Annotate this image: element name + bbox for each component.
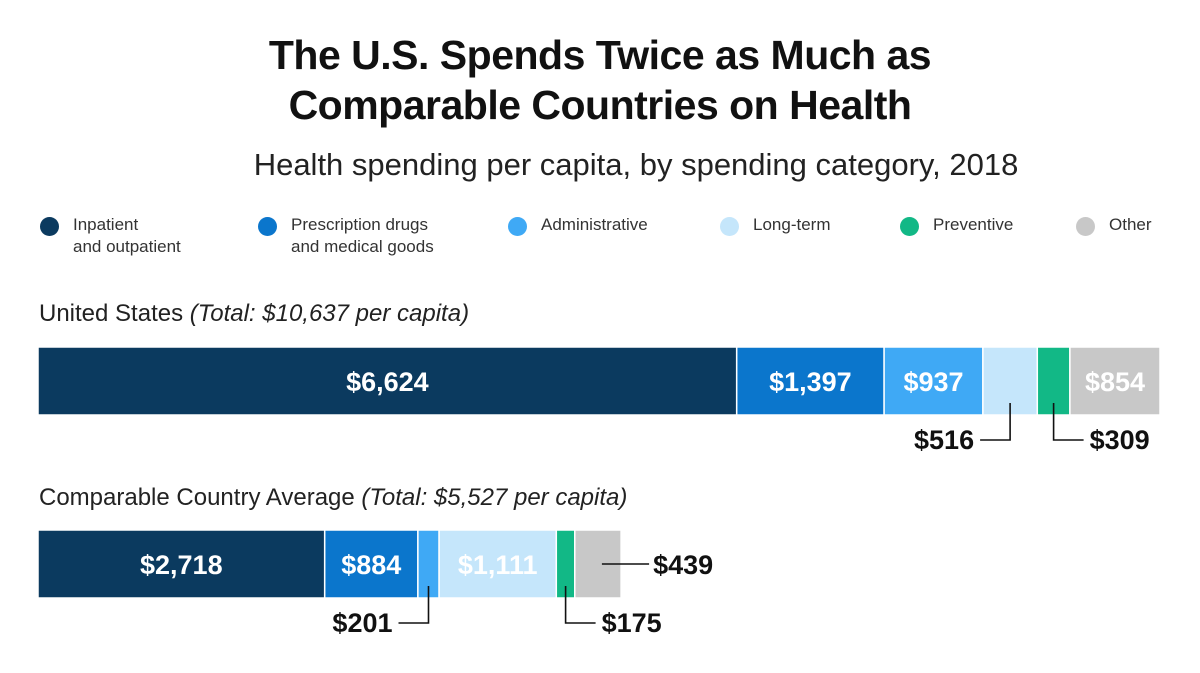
legend-item-long-term: Long-term [720,214,830,236]
legend-label: Prescription drugs and medical goods [291,215,434,256]
legend-label: Administrative [541,215,648,234]
bar-value-label: $6,624 [346,367,429,397]
row-label-us: United States (Total: $10,637 per capita… [39,300,469,328]
bar-value-label: $2,718 [140,550,223,580]
legend-item-administrative: Administrative [508,214,648,236]
legend-label: Inpatient and outpatient [73,215,181,256]
row-label-country: Comparable Country Average [39,484,355,511]
chart-title: The U.S. Spends Twice as Much as Compara… [0,30,1200,130]
legend-label: Long-term [753,215,831,234]
legend-label: Other [1109,215,1152,234]
callout-value-label: $309 [1090,425,1150,455]
legend-item-preventive: Preventive [900,214,1013,236]
chart-title-line1: The U.S. Spends Twice as Much as [268,32,932,78]
chart-title-line2: Comparable Countries on Health [288,82,912,128]
bar-segment [37,529,326,599]
legend-dot-administrative [508,217,527,236]
bar-segment [37,346,738,416]
legend-item-inpatient: Inpatient and outpatient [40,214,181,258]
callout-line [1052,403,1084,441]
bar-value-label: $1,397 [769,367,852,397]
bar-value-label: $884 [341,550,401,580]
legend-label: Preventive [933,215,1014,234]
callout-line [980,403,1011,441]
legend-dot-inpatient [40,217,59,236]
bar-segment [1069,346,1161,416]
legend-dot-long-term [720,217,739,236]
callout-line [398,586,430,624]
row-label-comparable: Comparable Country Average (Total: $5,52… [39,484,627,512]
legend-item-other: Other [1076,214,1152,236]
row-label-total: (Total: $10,637 per capita) [189,300,470,327]
legend-dot-prescription [258,217,277,236]
bar-segment [323,529,419,599]
callout-value-label: $439 [653,550,713,580]
bar-value-label: $854 [1085,367,1145,397]
legend-item-prescription: Prescription drugs and medical goods [258,214,434,258]
bar-segment [735,346,885,416]
callout-value-label: $516 [914,425,974,455]
row-label-total: (Total: $5,527 per capita) [361,484,628,511]
row-label-country: United States [39,300,184,327]
bar-segment [883,346,984,416]
chart-subtitle: Health spending per capita, by spending … [253,147,1019,182]
legend-dot-other [1076,217,1095,236]
bar-segment [438,529,558,599]
bar-value-label: $937 [903,367,963,397]
callout-value-label: $201 [332,608,392,638]
callout-line [564,586,596,624]
bar-value-label: $1,111 [458,550,538,580]
legend-dot-preventive [900,217,919,236]
callout-value-label: $175 [602,608,662,638]
